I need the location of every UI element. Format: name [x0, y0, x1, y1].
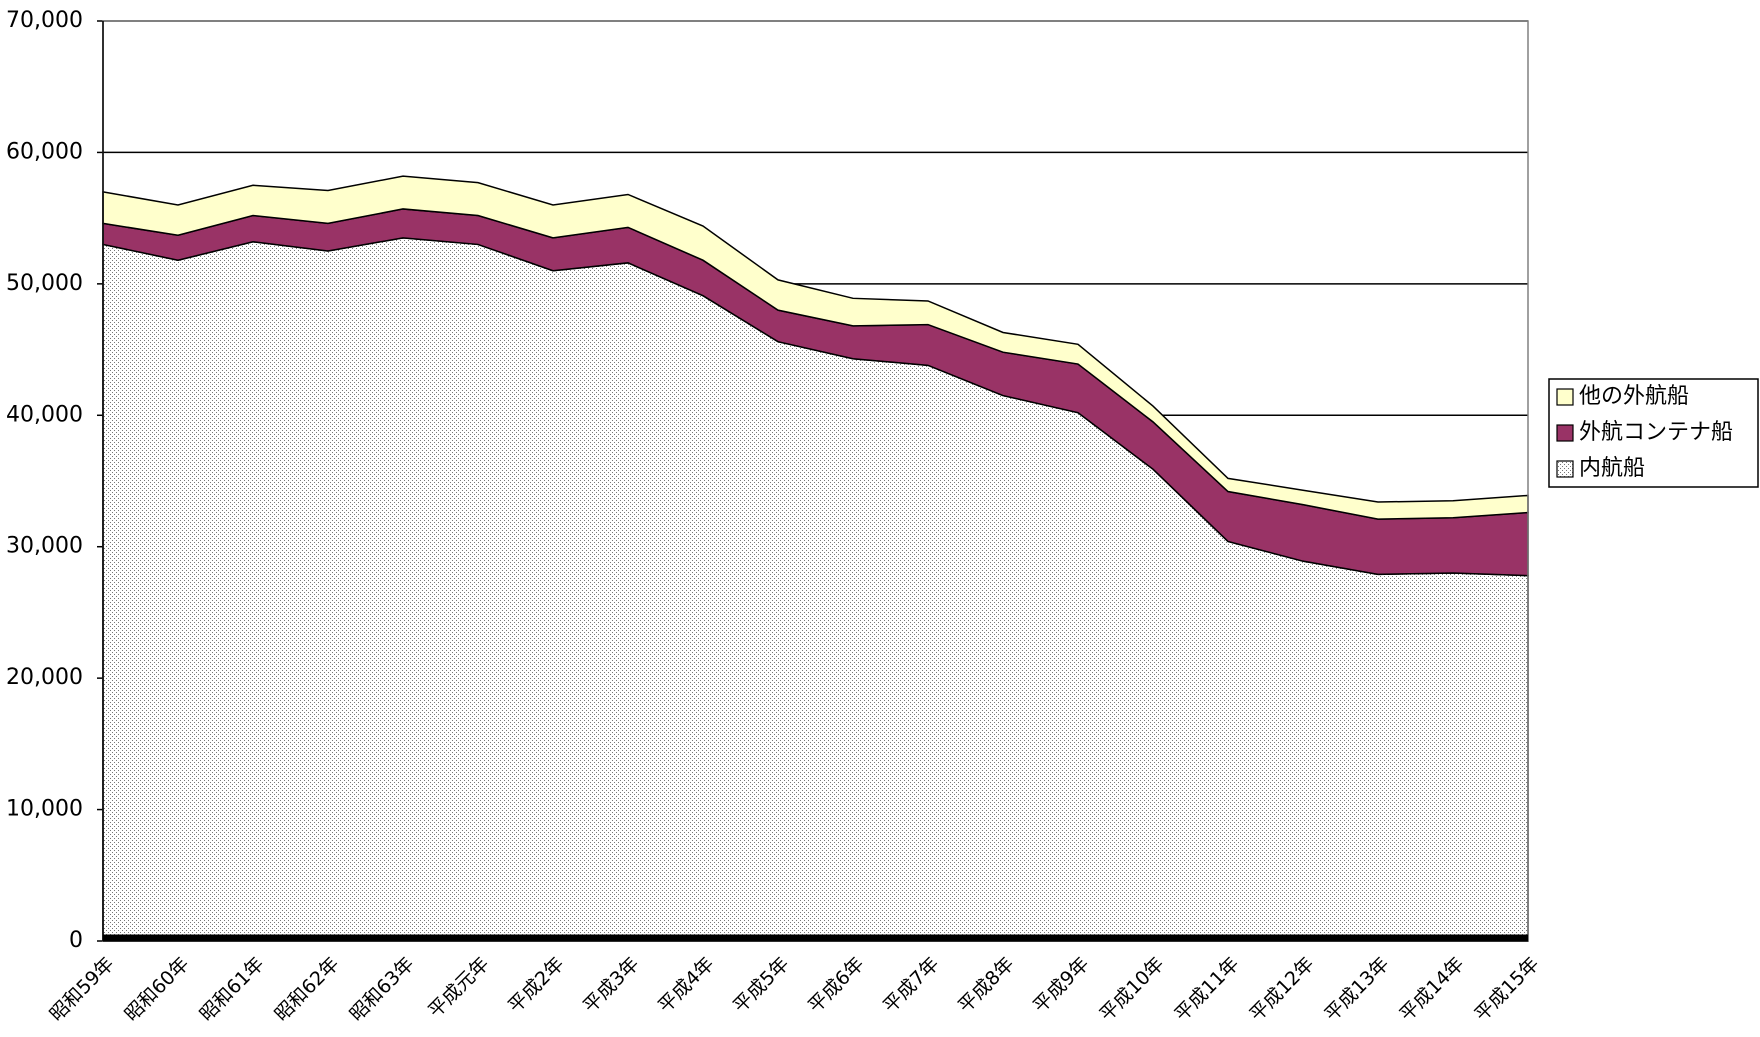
- y-tick-label: 30,000: [6, 534, 83, 559]
- x-tick-label: 平成10年: [1095, 953, 1168, 1026]
- x-tick-label: 平成12年: [1245, 953, 1318, 1026]
- x-tick-label: 平成4年: [654, 953, 718, 1017]
- y-tick-label: 40,000: [6, 402, 83, 427]
- y-tick-label: 20,000: [6, 665, 83, 690]
- legend-swatch: [1556, 460, 1574, 478]
- legend-swatch: [1556, 388, 1574, 406]
- x-tick-label: 平成13年: [1320, 953, 1393, 1026]
- x-tick-label: 昭和61年: [195, 953, 268, 1026]
- x-tick-label: 平成6年: [804, 953, 868, 1017]
- x-tick-label: 平成11年: [1170, 953, 1243, 1026]
- x-tick-label: 昭和62年: [270, 953, 343, 1026]
- x-tick-label: 平成14年: [1395, 953, 1468, 1026]
- legend-label: 外航コンテナ船: [1579, 420, 1733, 445]
- x-tick-label: 平成2年: [504, 953, 568, 1017]
- x-tick-label: 平成15年: [1470, 953, 1543, 1026]
- y-tick-label: 60,000: [6, 139, 83, 164]
- x-tick-label: 平成8年: [954, 953, 1018, 1017]
- x-tick-label: 昭和59年: [45, 953, 118, 1026]
- x-tick-label: 平成7年: [879, 953, 943, 1017]
- y-tick-label: 50,000: [6, 271, 83, 296]
- legend-label: 他の外航船: [1579, 384, 1689, 409]
- legend-label: 内航船: [1579, 456, 1645, 481]
- x-tick-label: 平成9年: [1029, 953, 1093, 1017]
- y-tick-label: 70,000: [6, 8, 83, 33]
- legend-swatch: [1556, 424, 1574, 442]
- x-tick-label: 平成5年: [729, 953, 793, 1017]
- y-tick-label: 0: [69, 928, 83, 953]
- x-tick-label: 昭和63年: [345, 953, 418, 1026]
- x-tick-label: 平成元年: [424, 953, 493, 1022]
- x-tick-label: 平成3年: [579, 953, 643, 1017]
- x-tick-label: 昭和60年: [120, 953, 193, 1026]
- legend-box: [1548, 378, 1759, 488]
- y-tick-label: 10,000: [6, 797, 83, 822]
